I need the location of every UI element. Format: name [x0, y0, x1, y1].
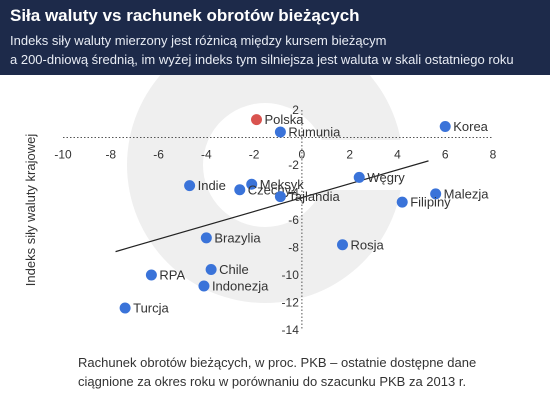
x-tick-label: -10 — [54, 148, 72, 162]
data-point — [205, 264, 217, 275]
data-point-label: Tajlandia — [288, 189, 340, 204]
data-point — [119, 302, 131, 314]
data-point — [337, 239, 348, 251]
scatter-chart: -10 -8 -6 -4 -2 0 2 4 6 82-2-4-6-8-10-12-14 Polsk… — [23, 75, 497, 337]
x-tick-label: 4 — [394, 148, 401, 162]
data-point-label: Meksyk — [260, 177, 305, 192]
trendline — [115, 160, 429, 253]
trendline-layer — [115, 160, 429, 253]
x-tick-label: -8 — [105, 148, 116, 162]
axes: -10 -8 -6 -4 -2 0 2 4 6 82-2-4-6-8-10-12-14 — [54, 103, 496, 337]
y-tick-label: -14 — [282, 323, 300, 337]
x-tick-label: -2 — [249, 148, 260, 162]
x-axis-label-line-2: ciągnione za okres roku w porównaniu do … — [78, 374, 467, 389]
data-point — [198, 280, 210, 292]
data-point-label: Turcja — [133, 301, 169, 316]
data-point — [200, 232, 212, 244]
data-point-label: Indie — [198, 178, 226, 193]
data-point — [274, 191, 286, 203]
data-point-label: Rosja — [351, 237, 385, 252]
x-tick-label: 8 — [490, 148, 497, 162]
subtitle-line-2: a 200-dniową średnią, im wyżej indeks ty… — [10, 52, 514, 67]
data-point-label: Węgry — [367, 170, 405, 185]
data-point — [145, 269, 157, 281]
subtitle-line-1: Indeks siły waluty mierzony jest różnicą… — [10, 33, 387, 48]
data-point — [353, 171, 365, 183]
y-tick-label: -12 — [282, 296, 300, 310]
data-point-label: Chile — [219, 262, 249, 277]
data-point-label: RPA — [159, 268, 185, 283]
data-point-label: Indonezja — [212, 279, 269, 294]
data-point — [439, 121, 451, 132]
y-tick-label: -8 — [288, 241, 299, 255]
data-point-label: Filipiny — [410, 195, 451, 210]
y-tick-label: -6 — [288, 213, 299, 227]
data-point-label: Korea — [453, 119, 488, 134]
y-tick-label: 2 — [292, 103, 299, 117]
data-point — [234, 184, 246, 196]
data-point-label: Malezja — [444, 186, 490, 201]
data-point-label: Brazylia — [214, 230, 261, 245]
x-tick-label: -6 — [153, 148, 164, 162]
x-tick-label: 6 — [442, 148, 449, 162]
data-point-label: Rumunia — [288, 125, 341, 140]
y-tick-label: -2 — [288, 158, 299, 172]
x-tick-label: -4 — [201, 148, 212, 162]
y-tick-label: -10 — [282, 268, 300, 282]
data-point-label: Polska — [265, 112, 305, 127]
chart-header: Siła waluty vs rachunek obrotów bieżącyc… — [0, 0, 550, 75]
watermark-logo — [127, 75, 415, 303]
chart-subtitle: Indeks siły waluty mierzony jest różnicą… — [10, 31, 540, 69]
y-tick-label: -4 — [288, 186, 299, 200]
data-point — [184, 180, 196, 192]
x-axis-label: Rachunek obrotów bieżących, w proc. PKB … — [78, 353, 518, 391]
y-axis-label: Indeks siły waluty krajowej — [23, 134, 38, 287]
data-point — [396, 196, 408, 208]
data-point — [246, 178, 258, 190]
data-point — [430, 188, 442, 200]
chart-title: Siła waluty vs rachunek obrotów bieżącyc… — [10, 6, 360, 25]
data-point — [274, 126, 286, 138]
data-point — [251, 114, 262, 126]
x-axis-label-line-1: Rachunek obrotów bieżących, w proc. PKB … — [78, 355, 477, 370]
x-tick-label: 0 — [299, 148, 306, 162]
x-tick-label: 2 — [346, 148, 353, 162]
